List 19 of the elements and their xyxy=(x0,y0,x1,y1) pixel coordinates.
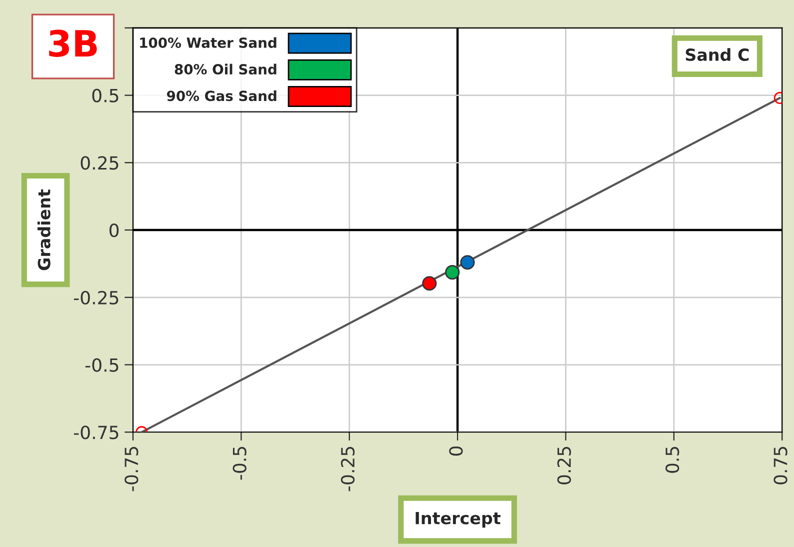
x-tick-label: 0.75 xyxy=(774,446,788,484)
x-tick-label: 0.25 xyxy=(557,446,571,484)
x-tick-label: -0.5 xyxy=(232,446,246,480)
y-axis-title: Gradient xyxy=(38,189,50,270)
legend-label: 100% Water Sand xyxy=(140,37,276,48)
y-tick-label: 0.25 xyxy=(80,156,118,170)
x-axis-title: Intercept xyxy=(416,512,500,528)
text: 3B xyxy=(49,30,97,57)
y-tick-label: -0.75 xyxy=(74,426,118,440)
legend-label: 90% Gas Sand xyxy=(166,90,276,102)
y-tick-label: -0.25 xyxy=(74,290,118,304)
x-tick-label: 0 xyxy=(449,446,463,456)
legend-label: 80% Oil Sand xyxy=(174,64,276,75)
y-tick-label: 0 xyxy=(110,223,119,238)
y-tick-label: -0.5 xyxy=(85,358,118,372)
x-tick-label: 0.5 xyxy=(665,446,680,473)
x-tick-label: -0.25 xyxy=(340,446,355,492)
y-tick-label: 0.5 xyxy=(92,88,118,102)
annotation: Sand C xyxy=(686,48,749,62)
